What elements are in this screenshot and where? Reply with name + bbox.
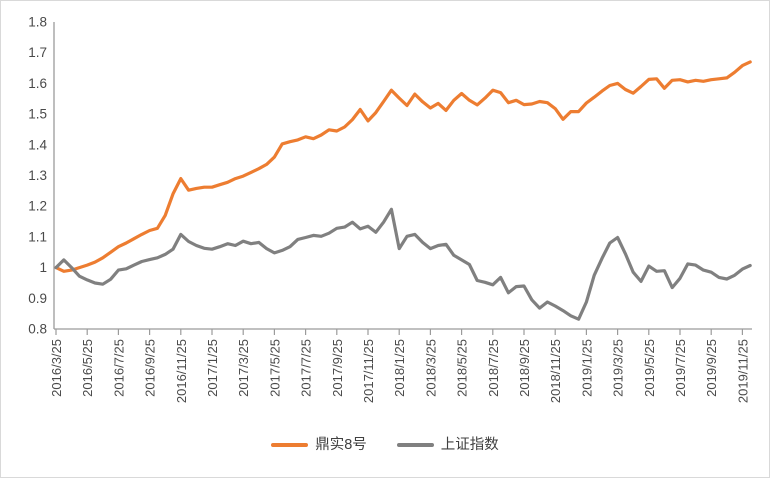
x-tick-label: 2019/1/25 — [579, 339, 594, 397]
x-tick-label: 2019/5/25 — [642, 339, 657, 397]
x-tick-label: 2018/3/25 — [423, 339, 438, 397]
x-tick-label: 2018/5/25 — [455, 339, 470, 397]
x-tick-label: 2016/9/25 — [143, 339, 158, 397]
x-tick-label: 2017/11/25 — [361, 339, 376, 403]
x-tick-label: 2016/11/25 — [174, 339, 189, 403]
y-tick-label: 1.3 — [28, 168, 47, 183]
y-tick-label: 1.8 — [28, 15, 47, 30]
legend-line-swatch-dingshi8 — [271, 443, 309, 448]
chart-legend: 鼎实8号 上证指数 — [1, 438, 769, 453]
y-tick-label: 0.8 — [28, 322, 47, 337]
series-lines — [54, 60, 752, 321]
y-tick-label: 1.4 — [28, 137, 47, 152]
x-tick-label: 2017/7/25 — [299, 339, 314, 397]
axis-lines — [53, 22, 752, 330]
x-axis-ticks — [55, 329, 744, 335]
x-tick-label: 2016/3/25 — [49, 339, 64, 397]
series-line-0 — [54, 60, 752, 273]
y-tick-label: 1.7 — [28, 45, 47, 60]
x-axis-labels: 2016/3/25 2016/5/25 2016/7/25 2016/9/25 2016… — [49, 339, 750, 403]
x-tick-label: 2019/3/25 — [611, 339, 626, 397]
y-tick-label: 1.6 — [28, 76, 47, 91]
series-line-1 — [54, 207, 752, 321]
legend-label-dingshi8: 鼎实8号 — [315, 437, 367, 453]
legend-line-swatch-shangzheng — [396, 443, 434, 448]
nav-line-chart: 1.8 1.7 1.6 1.5 1.4 1.3 1.2 1.1 1 0.9 0.8 2016/3/2… — [28, 15, 752, 403]
legend-item-dingshi8: 鼎实8号 — [271, 438, 367, 453]
x-tick-label: 2016/5/25 — [80, 339, 95, 397]
x-tick-label: 2016/7/25 — [111, 339, 126, 397]
x-tick-label: 2019/11/25 — [735, 339, 750, 403]
x-tick-label: 2017/5/25 — [267, 339, 282, 397]
y-tick-label: 1.5 — [28, 107, 47, 122]
x-tick-label: 2018/7/25 — [486, 339, 501, 397]
x-tick-label: 2017/9/25 — [330, 339, 345, 397]
x-tick-label: 2017/1/25 — [205, 339, 220, 397]
y-tick-label: 0.9 — [28, 291, 47, 306]
legend-label-shangzheng: 上证指数 — [440, 437, 499, 453]
x-tick-label: 2018/11/25 — [548, 339, 563, 403]
x-tick-label: 2019/9/25 — [704, 339, 719, 397]
y-tick-label: 1 — [39, 260, 47, 275]
y-axis-labels: 1.8 1.7 1.6 1.5 1.4 1.3 1.2 1.1 1 0.9 0.8 — [28, 15, 47, 337]
y-tick-label: 1.2 — [28, 199, 47, 214]
x-tick-label: 2018/1/25 — [392, 339, 407, 397]
x-tick-label: 2019/7/25 — [673, 339, 688, 397]
y-tick-label: 1.1 — [28, 229, 47, 244]
legend-item-shangzheng: 上证指数 — [396, 437, 499, 453]
x-tick-label: 2017/3/25 — [236, 339, 251, 397]
x-tick-label: 2018/9/25 — [517, 339, 532, 397]
